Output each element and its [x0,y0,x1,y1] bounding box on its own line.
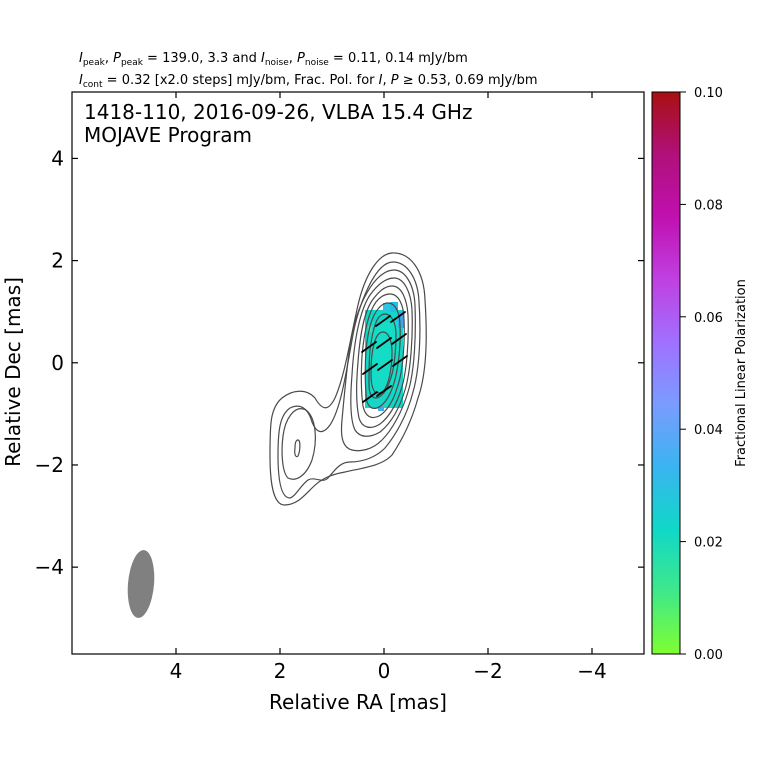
evpa-vector [362,391,378,403]
plot-title-line-2: MOJAVE Program [84,123,252,147]
evpa-vector [375,315,391,327]
y-axis: −4 −2 0 2 4 [35,146,644,579]
contour-level-3 [340,269,416,452]
x-axis: 4 2 0 −2 −4 [170,92,607,683]
evpa-vector [390,311,406,323]
plot-area [127,252,427,618]
colorbar-tick-label: 0.00 [694,648,723,663]
y-tick-label: −2 [35,453,64,477]
x-tick-label: 4 [170,659,183,683]
contour-level-7 [364,302,401,409]
contour-level-8 [368,313,397,399]
evpa-vector [376,385,392,397]
y-tick-label: −4 [35,555,64,579]
x-tick-label: 2 [274,659,287,683]
contour-level-5 [356,285,409,428]
evpa-vector [392,355,408,367]
frac-pol-cell [368,326,372,332]
colorbar-ticks: 0.00 0.02 0.04 0.06 0.08 0.10 [680,86,723,663]
evpa-vector [391,333,407,345]
colorbar-label: Fractional Linear Polarization [734,279,749,467]
colorbar [651,91,681,655]
contour-secondary-outer [281,408,316,480]
evpa-vector [361,341,377,353]
colorbar-tick-label: 0.08 [694,198,723,213]
evpa-vector [362,363,378,375]
header-line-1: Ipeak, Ppeak = 139.0, 3.3 and Inoise, Pn… [79,51,468,68]
evpa-vector [377,359,393,371]
frac-pol-cell [378,406,384,411]
x-tick-label: 0 [378,659,391,683]
colorbar-tick-label: 0.02 [694,536,723,551]
contour-level-6 [360,293,405,419]
frac-pol-cell [383,303,390,312]
frac-pol-cell [398,380,402,388]
y-tick-label: 0 [51,351,64,375]
colorbar-tick-label: 0.04 [694,423,723,438]
evpa-vectors [361,311,408,403]
x-tick-label: −4 [577,659,606,683]
y-tick-label: 4 [51,146,64,170]
frac-pol-cell [398,312,404,328]
y-tick-label: 2 [51,249,64,273]
restoring-beam [127,550,155,618]
plot-frame [71,91,645,655]
contour-level-2 [277,261,421,499]
contour-level-4 [350,277,413,437]
frac-pol-cell [374,398,388,408]
colorbar-tick-label: 0.10 [694,86,723,101]
contour-level-1 [269,252,427,506]
frac-pol-cell [390,302,398,312]
y-axis-label: Relative Dec [mas] [1,277,25,467]
x-axis-label: Relative RA [mas] [269,690,447,714]
colorbar-tick-label: 0.06 [694,311,723,326]
evpa-vector [376,337,392,349]
x-tick-label: −2 [473,659,502,683]
intensity-contours [269,252,427,506]
contour-secondary-inner [294,439,301,458]
plot-title-line-1: 1418-110, 2016-09-26, VLBA 15.4 GHz [84,100,472,124]
header-line-2: Icont = 0.32 [x2.0 steps] mJy/bm, Frac. … [79,73,538,90]
